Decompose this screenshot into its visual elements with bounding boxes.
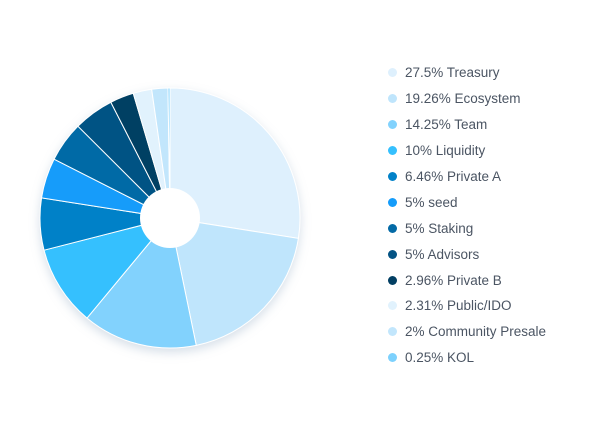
legend-item: 2.31% Public/IDO	[388, 293, 546, 319]
legend-label: 0.25% KOL	[405, 350, 475, 366]
legend-label: 2.96% Private B	[405, 272, 502, 288]
legend-item: 19.26% Ecosystem	[388, 86, 546, 112]
allocation-pie-chart	[39, 87, 301, 349]
legend-item: 6.46% Private A	[388, 164, 546, 190]
legend-label: 10% Liquidity	[405, 143, 486, 159]
legend-swatch	[388, 327, 397, 337]
legend-swatch	[388, 146, 397, 156]
legend-item: 2% Community Presale	[388, 319, 546, 345]
legend-swatch	[388, 301, 397, 311]
legend-swatch	[388, 275, 397, 285]
legend-item: 10% Liquidity	[388, 138, 546, 164]
pie-slice-0	[169, 87, 301, 239]
legend-label: 2.31% Public/IDO	[405, 298, 512, 314]
legend-item: 14.25% Team	[388, 112, 546, 138]
legend-swatch	[388, 249, 397, 259]
pie-slice-3	[43, 217, 172, 319]
pie-center-hole	[140, 188, 200, 248]
legend-label: 14.25% Team	[405, 117, 488, 133]
pie-slice-11	[167, 87, 171, 219]
legend-swatch	[388, 94, 397, 104]
legend-swatch	[388, 223, 397, 233]
legend-label: 27.5% Treasury	[405, 65, 500, 81]
legend-swatch	[388, 68, 397, 78]
legend-item: 5% Staking	[388, 215, 546, 241]
legend-swatch	[388, 353, 397, 363]
pie-slice-2	[86, 216, 197, 349]
pie-slice-1	[169, 217, 299, 346]
legend-swatch	[388, 120, 397, 130]
chart-legend: 27.5% Treasury 19.26% Ecosystem 14.25% Tea…	[388, 60, 546, 371]
legend-label: 2% Community Presale	[405, 324, 547, 340]
legend-item: 27.5% Treasury	[388, 60, 546, 86]
legend-label: 5% Staking	[405, 220, 474, 236]
legend-item: 5% Advisors	[388, 241, 546, 267]
legend-swatch	[388, 197, 397, 207]
legend-item: 2.96% Private B	[388, 267, 546, 293]
legend-swatch	[388, 172, 397, 181]
legend-item: 0.25% KOL	[388, 345, 546, 371]
legend-label: 6.46% Private A	[405, 169, 502, 184]
pie-slices	[39, 87, 301, 349]
legend-label: 19.26% Ecosystem	[405, 91, 521, 107]
legend-item: 5% seed	[388, 189, 546, 215]
legend-label: 5% seed	[405, 194, 458, 210]
legend-label: 5% Advisors	[405, 246, 480, 262]
